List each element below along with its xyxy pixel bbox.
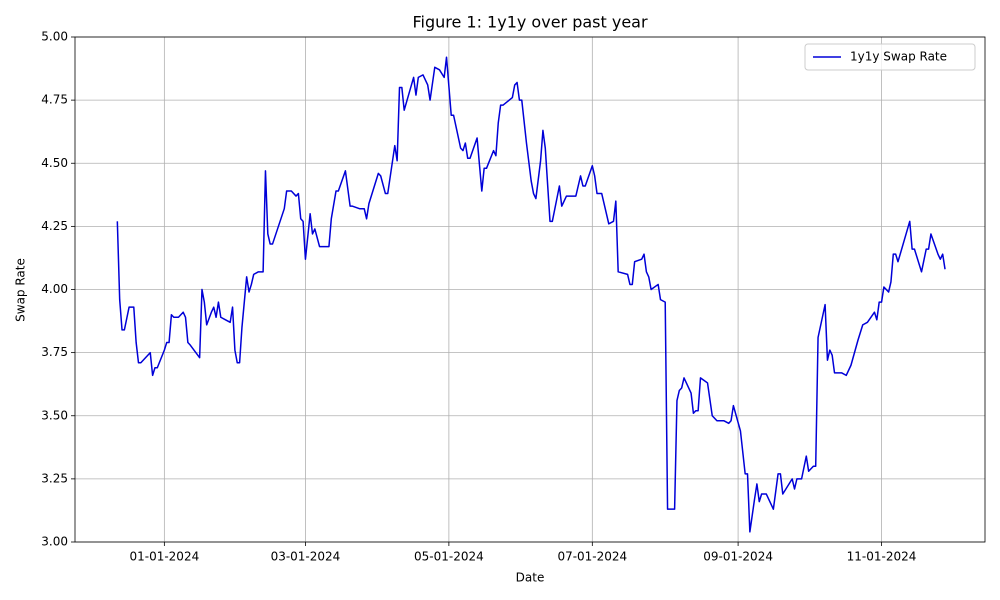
y-tick-label: 3.00 xyxy=(41,535,68,549)
x-tick-label: 11-01-2024 xyxy=(847,550,917,564)
x-tick-label: 03-01-2024 xyxy=(271,550,341,564)
x-tick-label: 07-01-2024 xyxy=(557,550,627,564)
y-tick-label: 4.75 xyxy=(41,93,68,107)
y-tick-label: 3.75 xyxy=(41,345,68,359)
x-tick-label: 09-01-2024 xyxy=(703,550,773,564)
legend-box xyxy=(804,43,976,71)
x-tick-label: 05-01-2024 xyxy=(414,550,484,564)
y-tick-label: 3.25 xyxy=(41,471,68,485)
legend-label: 1y1y Swap Rate xyxy=(850,50,947,64)
plot-area xyxy=(116,56,946,533)
x-axis-label: Date xyxy=(516,571,545,585)
chart-title: Figure 1: 1y1y over past year xyxy=(412,13,648,32)
y-axis-label: Swap Rate xyxy=(14,258,28,322)
x-tick-label: 01-01-2024 xyxy=(129,550,199,564)
y-tick-label: 3.50 xyxy=(41,408,68,422)
y-tick-label: 4.00 xyxy=(41,282,68,296)
y-tick-label: 5.00 xyxy=(41,30,68,44)
data-line xyxy=(116,56,946,533)
grid xyxy=(75,36,985,543)
y-tick-label: 4.50 xyxy=(41,156,68,170)
y-tick-label: 4.25 xyxy=(41,219,68,233)
ticks: 3.00 3.25 3.50 3.75 4.00 4.25 4.50 4.75 5.00 01-0… xyxy=(41,30,916,564)
legend: 1y1y Swap Rate xyxy=(804,43,976,71)
